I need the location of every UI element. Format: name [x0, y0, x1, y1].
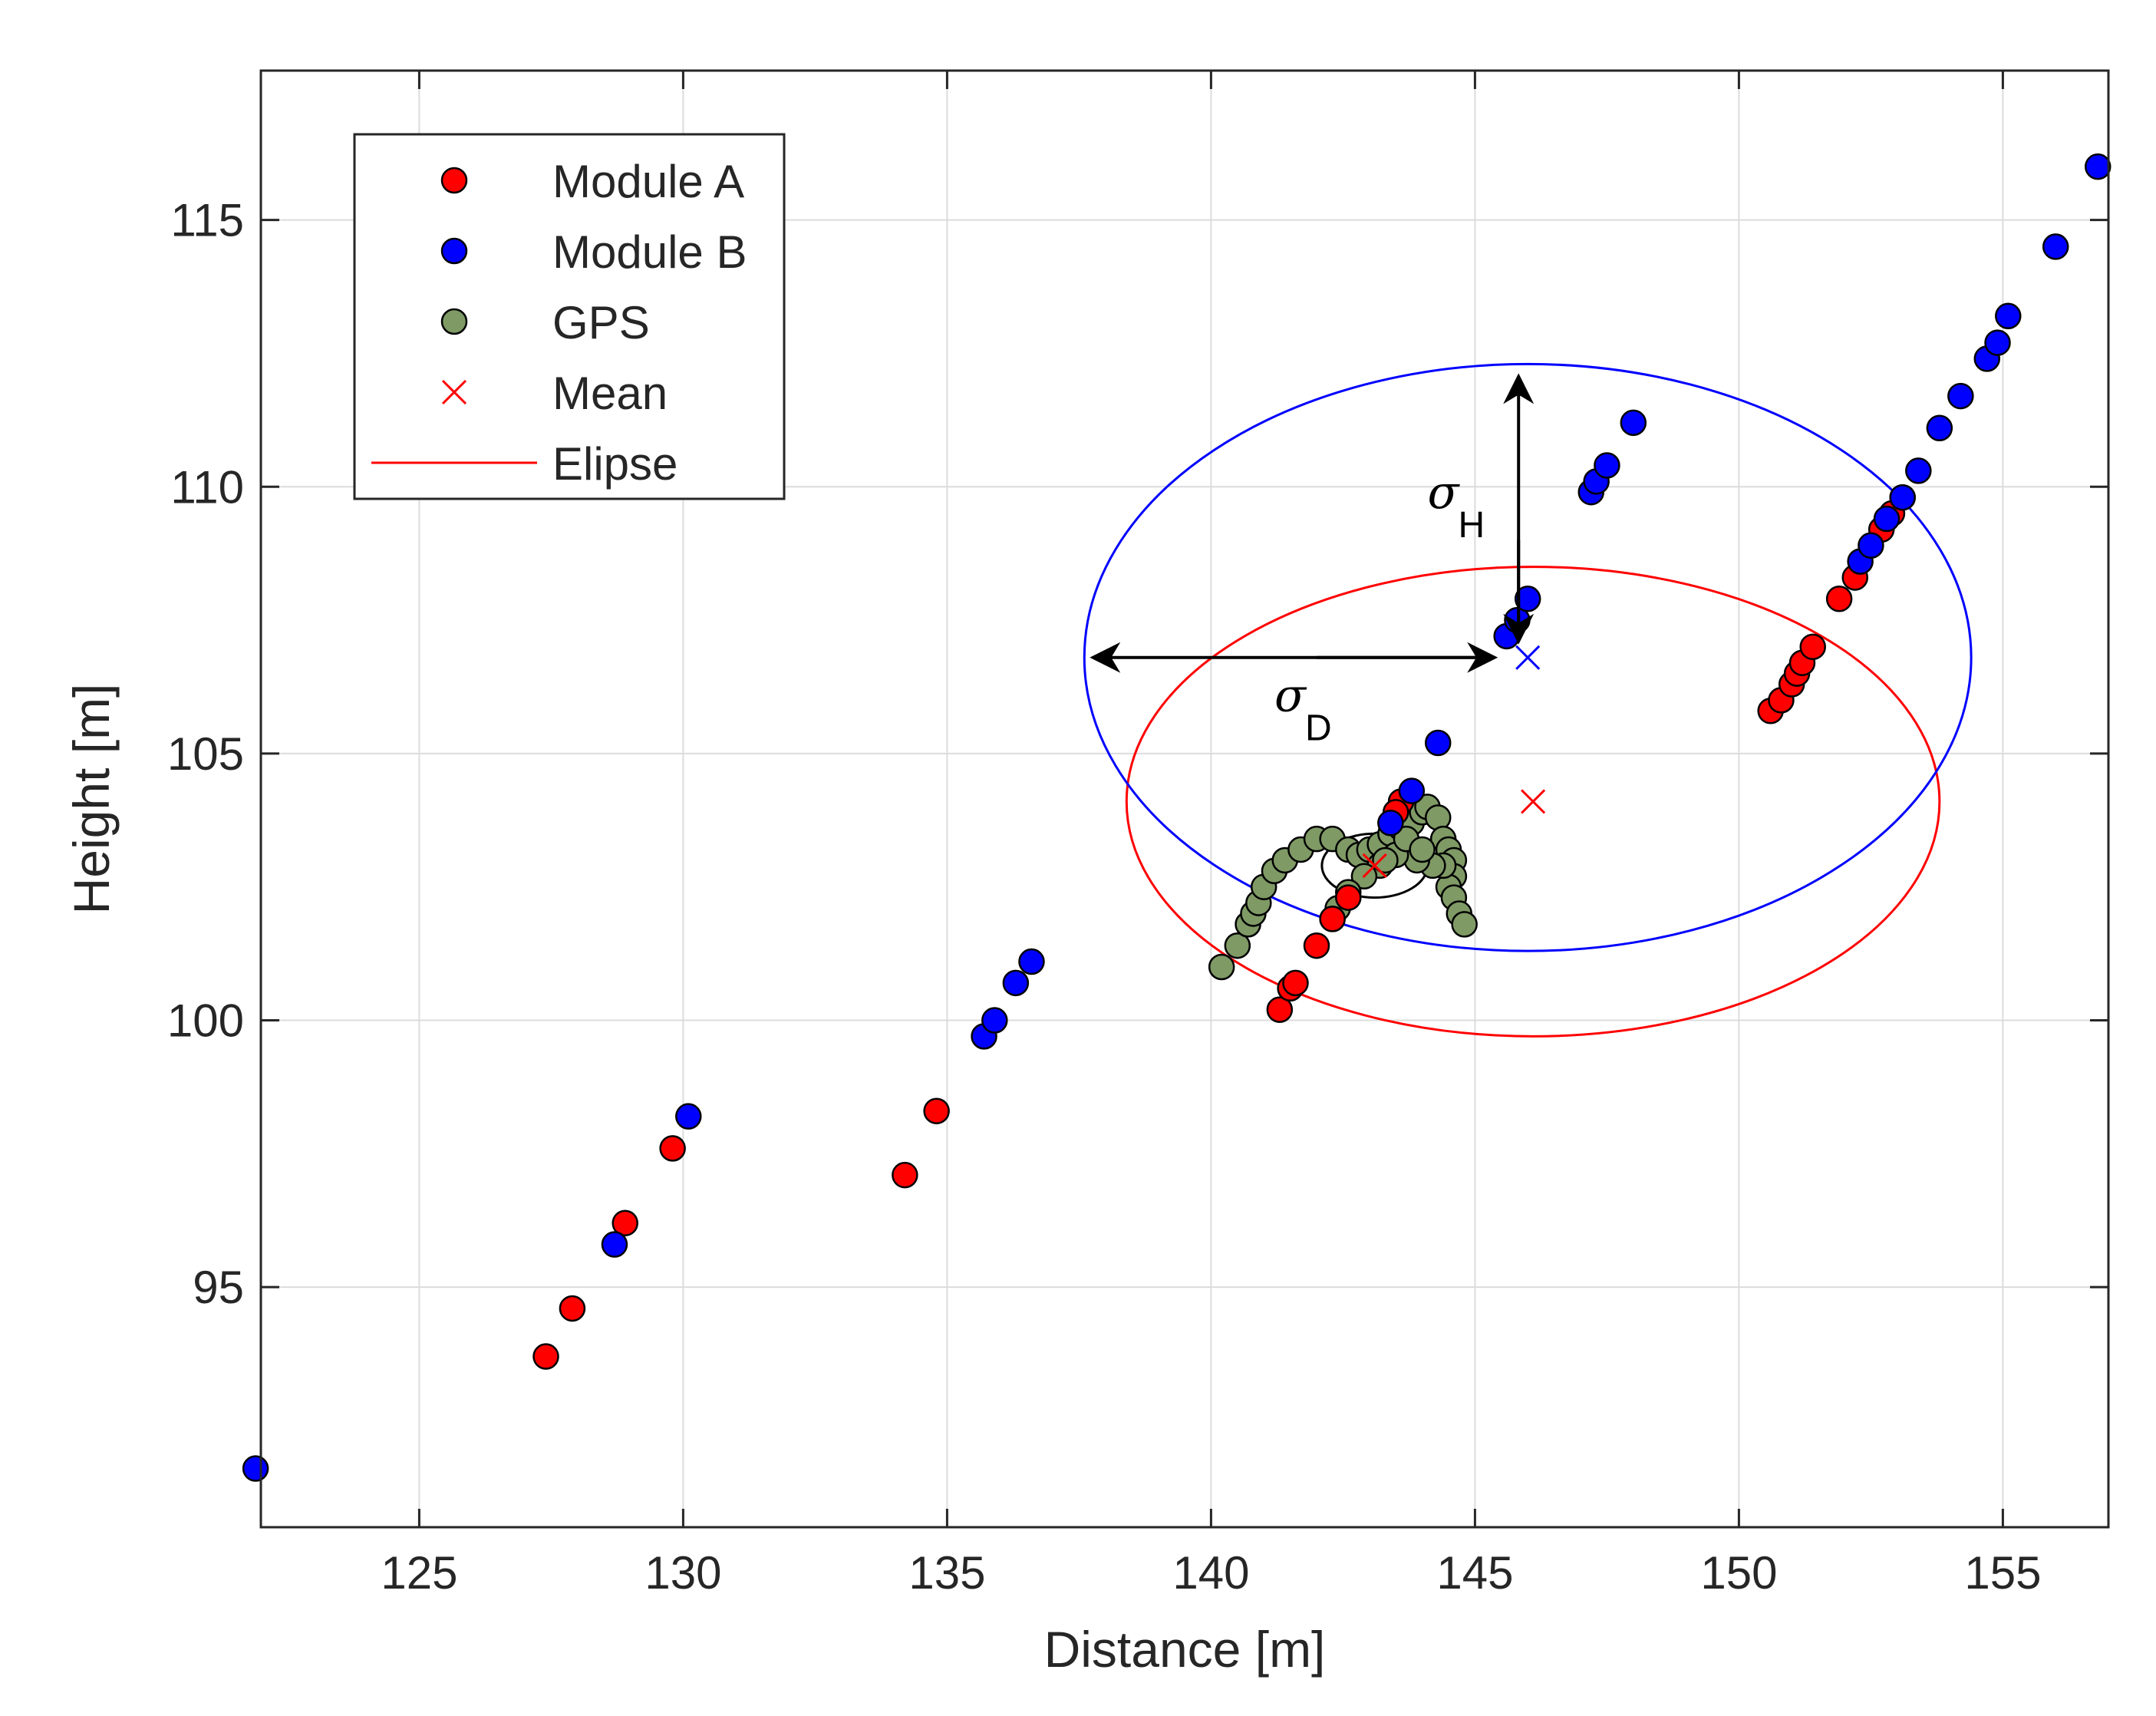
- point-module-b: [1995, 302, 2022, 330]
- point-module-b: [1858, 532, 1884, 559]
- legend-cross-icon: [441, 379, 467, 405]
- point-gps: [1208, 953, 1235, 981]
- point-gps: [1372, 846, 1399, 874]
- legend: Module A Module B GPS Mean Elipse: [353, 133, 786, 500]
- point-module-a: [659, 1135, 686, 1162]
- mean-cross-stroke: [1362, 853, 1387, 878]
- x-tick-label: 135: [908, 1547, 985, 1599]
- point-gps: [1224, 932, 1251, 959]
- point-module-b: [981, 1007, 1008, 1034]
- point-module-b: [1889, 483, 1916, 511]
- y-tick-label: 110: [170, 461, 244, 513]
- axes: 125 130 135 140 145 150 155 95 100 105 110 115 Dista…: [63, 69, 2110, 1678]
- x-tick-label: 155: [1964, 1547, 2041, 1599]
- x-axis-title: Distance [m]: [1044, 1621, 1326, 1678]
- point-module-b: [1905, 457, 1932, 484]
- point-gps: [1409, 836, 1436, 863]
- mean-markers: [1362, 645, 1546, 878]
- point-module-b: [1514, 586, 1541, 612]
- axes-box: [259, 69, 2110, 1529]
- point-module-b: [1947, 382, 1974, 410]
- legend-marker-icon: [440, 308, 468, 335]
- mean-marker-mean-b: [1515, 645, 1541, 670]
- legend-label: Module A: [552, 156, 744, 207]
- point-module-a: [612, 1209, 638, 1236]
- legend-item-mean: Mean: [441, 368, 668, 419]
- legend-label: Elipse: [552, 438, 677, 490]
- point-module-b: [1018, 948, 1045, 975]
- point-module-a: [532, 1343, 559, 1370]
- point-module-b: [1620, 409, 1647, 437]
- sigma-d-label-subscript: D: [1305, 708, 1332, 748]
- legend-marker-icon: [440, 237, 468, 265]
- point-module-b: [1984, 329, 2011, 356]
- y-tick-label: 95: [193, 1262, 244, 1313]
- mean-marker-mean-a: [1521, 789, 1546, 814]
- legend-label: Mean: [552, 368, 668, 419]
- ellipse-ellipse-b: [1083, 362, 1973, 952]
- point-module-b: [1594, 452, 1620, 479]
- legend-box: [353, 133, 786, 500]
- point-module-a: [1282, 969, 1309, 997]
- point-module-b: [1398, 777, 1426, 804]
- x-tick-label: 145: [1436, 1547, 1513, 1599]
- legend-marker-icon: [440, 167, 468, 194]
- grid: [261, 71, 2108, 1527]
- sigma-h-label: σ: [1427, 466, 1460, 520]
- x-tick-label: 150: [1700, 1547, 1777, 1599]
- point-module-a: [1303, 932, 1330, 959]
- point-module-a: [923, 1097, 950, 1124]
- legend-item-module-a: Module A: [440, 156, 744, 207]
- legend-item-elipse: Elipse: [371, 438, 677, 490]
- point-module-b: [1002, 969, 1030, 997]
- point-module-a: [1266, 996, 1294, 1023]
- point-module-a: [892, 1161, 918, 1189]
- x-tick-label: 140: [1172, 1547, 1249, 1599]
- mean-cross-stroke: [1521, 789, 1546, 814]
- mean-marker-mean-gps: [1362, 853, 1387, 878]
- point-module-b: [2084, 153, 2111, 180]
- point-module-b: [601, 1231, 628, 1258]
- y-tick-label: 105: [167, 728, 244, 780]
- legend-item-module-b: Module B: [440, 226, 747, 278]
- point-module-b: [1926, 414, 1953, 442]
- point-module-b: [1377, 810, 1404, 837]
- legend-label: GPS: [552, 297, 650, 348]
- legend-item-gps: GPS: [440, 297, 650, 348]
- sigma-d-label: σ: [1274, 668, 1307, 722]
- point-module-b: [675, 1103, 702, 1130]
- y-tick-label: 115: [170, 195, 244, 246]
- point-module-a: [559, 1295, 586, 1322]
- point-module-a: [1799, 633, 1826, 661]
- y-axis-title: Height [m]: [63, 684, 120, 915]
- sigma-h-label-subscript: H: [1458, 505, 1485, 546]
- legend-label: Module B: [552, 226, 747, 278]
- point-module-a: [1825, 586, 1853, 612]
- x-tick-label: 130: [644, 1547, 721, 1599]
- point-module-b: [2042, 233, 2069, 260]
- point-module-b: [1424, 729, 1452, 757]
- point-module-b: [242, 1455, 269, 1482]
- point-module-b: [1873, 505, 1901, 533]
- mean-cross-stroke: [1515, 645, 1541, 670]
- point-module-a: [1335, 884, 1362, 911]
- point-gps: [1451, 911, 1478, 938]
- y-tick-label: 100: [167, 995, 244, 1047]
- point-module-a: [1319, 906, 1346, 932]
- x-tick-label: 125: [381, 1547, 457, 1599]
- ellipse-ellipse-a: [1125, 566, 1941, 1038]
